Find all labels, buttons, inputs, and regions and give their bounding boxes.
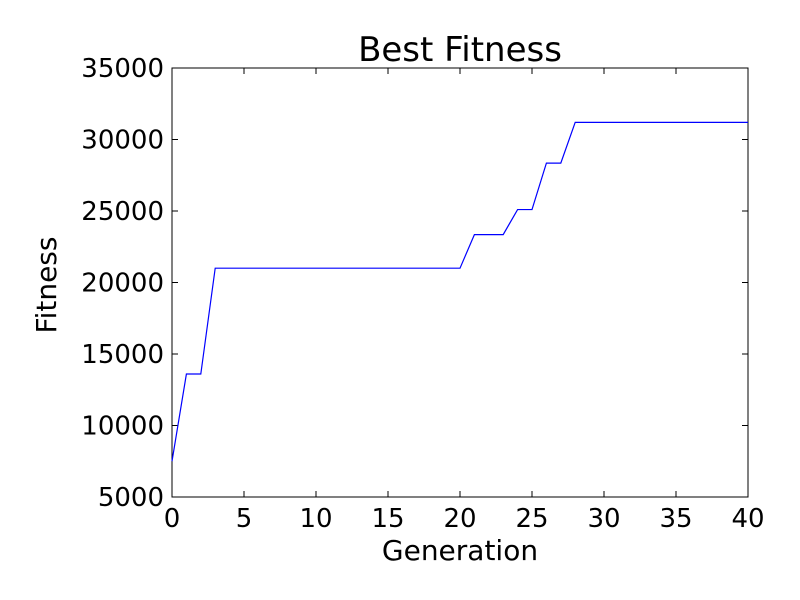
x-tick-label: 30 <box>587 504 620 534</box>
series-line <box>171 121 748 462</box>
x-axis-title: Generation <box>382 534 538 567</box>
y-axis-title: Fitness <box>30 237 63 334</box>
y-tick-label: 20000 <box>81 269 164 299</box>
y-tick-label: 35000 <box>81 54 164 84</box>
series-layer <box>171 121 748 462</box>
chart-title: Best Fitness <box>358 30 562 70</box>
y-tick-label: 5000 <box>98 483 164 513</box>
y-axis-ticks: 5000 10000 15000 20000 25000 30000 35000 <box>81 54 748 513</box>
x-tick-label: 5 <box>236 504 253 534</box>
x-tick-label: 0 <box>164 504 181 534</box>
x-tick-label: 40 <box>731 504 764 534</box>
y-tick-label: 30000 <box>81 126 164 156</box>
plot-area-frame <box>171 67 749 498</box>
y-tick-label: 10000 <box>81 412 164 442</box>
x-tick-label: 20 <box>443 504 476 534</box>
x-tick-label: 10 <box>299 504 332 534</box>
x-axis-ticks: 0 5 10 15 20 25 30 35 40 <box>164 68 765 534</box>
y-tick-label: 15000 <box>81 340 164 370</box>
x-tick-label: 25 <box>515 504 548 534</box>
x-tick-label: 15 <box>371 504 404 534</box>
x-tick-label: 35 <box>659 504 692 534</box>
y-tick-label: 25000 <box>81 197 164 227</box>
